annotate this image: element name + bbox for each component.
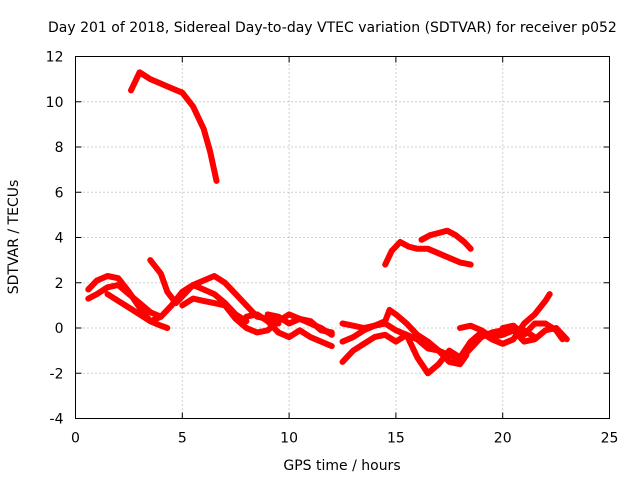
series-track-5: [128, 69, 220, 184]
x-tick-label: 25: [601, 431, 619, 447]
series-track-12: [457, 322, 570, 345]
x-tick-label: 0: [71, 431, 80, 447]
y-tick-label: 10: [46, 95, 64, 111]
x-axis-label: GPS time / hours: [283, 458, 400, 474]
ticks-layer: 0 5 10 15 20 25 -4 -2 0 2 4 6 8 10 12: [46, 50, 619, 447]
series-track-11: [339, 306, 470, 368]
y-tick-label: -2: [50, 366, 64, 382]
y-tick-label: 0: [55, 321, 64, 337]
chart-title: Day 201 of 2018, Sidereal Day-to-day VTE…: [48, 20, 617, 36]
y-tick-label: 4: [55, 231, 64, 247]
x-tick-label: 20: [494, 431, 512, 447]
y-tick-label: -4: [50, 412, 64, 428]
y-tick-label: 8: [55, 140, 64, 156]
series-track-2: [85, 282, 164, 320]
series-layer: [85, 69, 570, 377]
x-tick-label: 15: [387, 431, 405, 447]
y-tick-label: 12: [46, 50, 64, 66]
series-track-7: [243, 311, 335, 350]
y-tick-label: 6: [55, 185, 64, 201]
x-tick-label: 5: [178, 431, 187, 447]
x-tick-label: 10: [280, 431, 298, 447]
series-track-8: [264, 311, 335, 336]
series-track-15: [418, 227, 474, 252]
y-tick-label: 2: [55, 276, 64, 292]
series-track-13: [499, 320, 566, 343]
y-axis-label: SDTVAR / TECUs: [6, 180, 22, 295]
series-track-14: [382, 239, 474, 268]
